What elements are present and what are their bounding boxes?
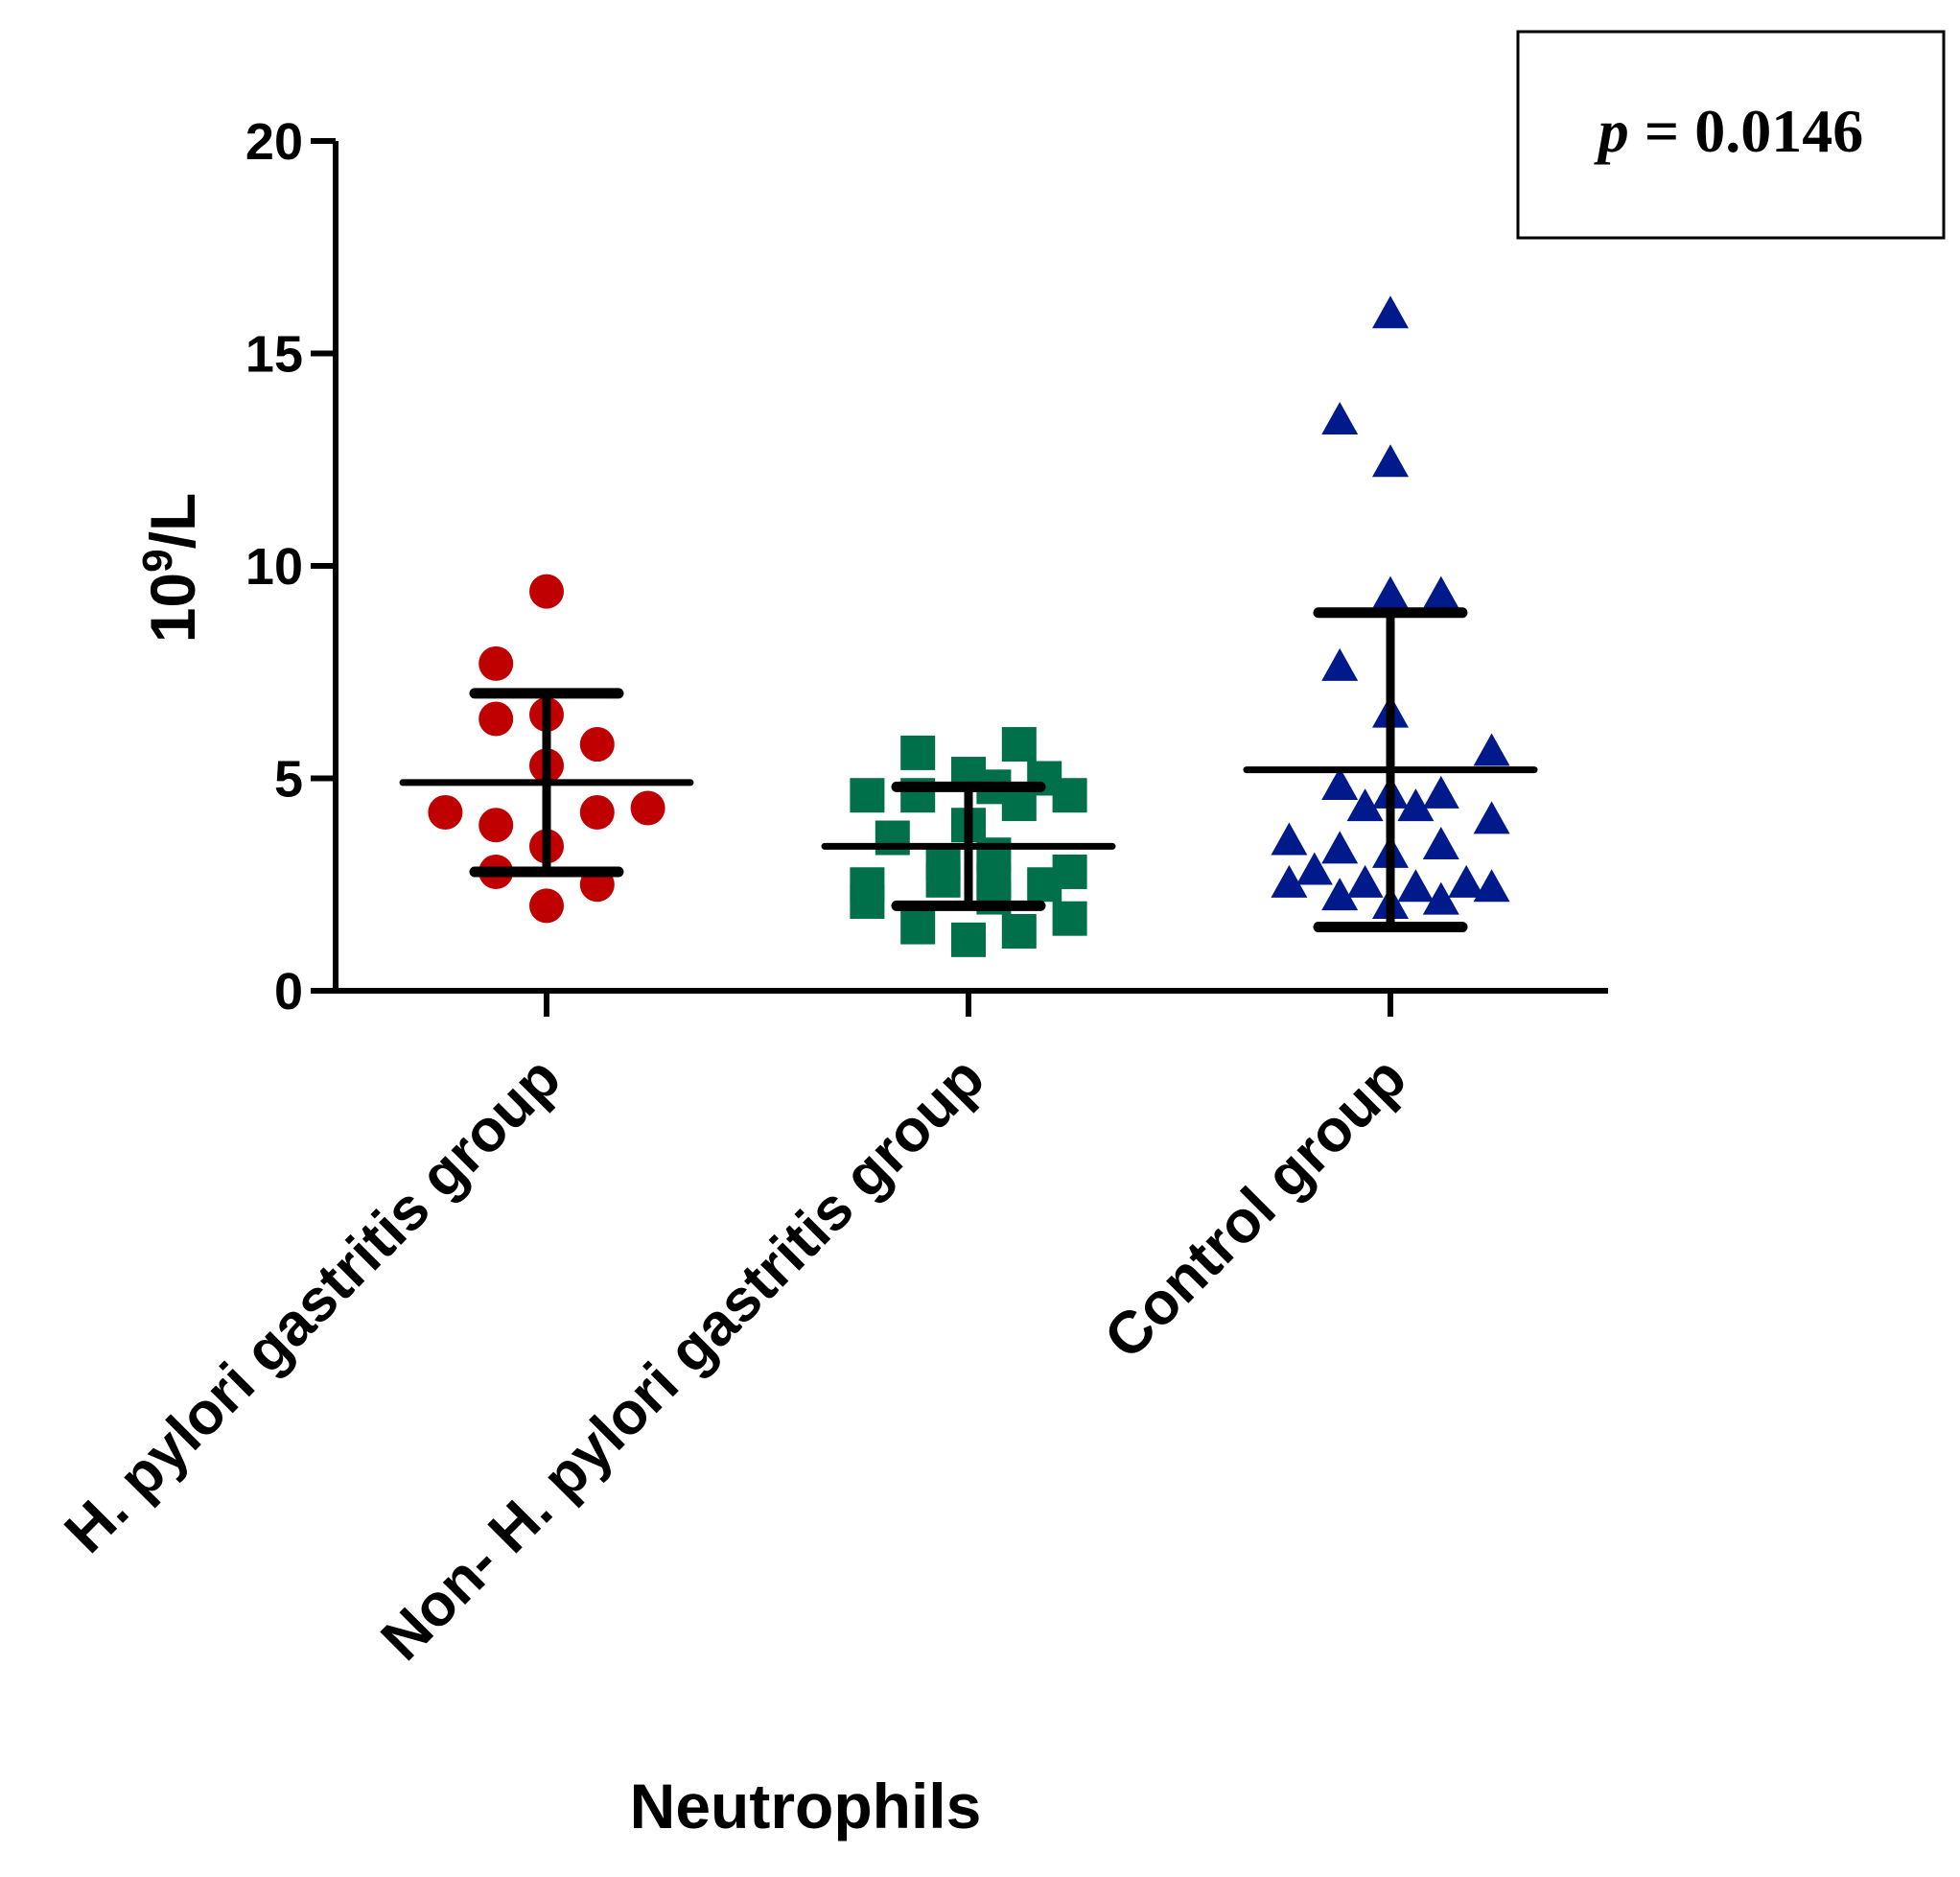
x-axis-ticks <box>544 991 1393 1017</box>
point-circle-0-6 <box>428 794 463 830</box>
y-axis-title-sup: 9 <box>134 549 181 572</box>
p-value: = 0.0146 <box>1629 97 1863 165</box>
point-circle-0-1 <box>478 645 514 681</box>
point-triangle-2-14 <box>1271 822 1308 856</box>
point-triangle-2-7 <box>1473 733 1510 766</box>
point-square-1-1 <box>1001 727 1037 763</box>
point-triangle-2-5 <box>1321 647 1359 681</box>
point-square-1-10 <box>875 820 910 856</box>
point-triangle-2-24 <box>1321 878 1359 911</box>
point-triangle-2-18 <box>1295 852 1333 885</box>
point-triangle-2-1 <box>1321 401 1359 434</box>
point-circle-0-13 <box>529 888 564 924</box>
point-square-1-17 <box>1027 867 1062 903</box>
x-axis-title: Neutrophils <box>630 1771 982 1842</box>
point-triangle-2-25 <box>1422 881 1459 915</box>
point-triangle-2-11 <box>1397 788 1435 822</box>
point-circle-0-9 <box>478 808 514 843</box>
point-square-1-15 <box>925 862 961 898</box>
point-triangle-2-9 <box>1422 775 1459 809</box>
point-square-1-18 <box>850 883 885 919</box>
point-triangle-2-15 <box>1321 831 1359 864</box>
point-triangle-2-2 <box>1372 444 1409 478</box>
y-tick-label-15: 15 <box>245 326 303 384</box>
point-triangle-2-21 <box>1346 864 1384 898</box>
point-triangle-2-19 <box>1448 864 1485 898</box>
point-triangle-2-23 <box>1473 869 1510 903</box>
y-tick-label-0: 0 <box>274 963 303 1021</box>
p-value-box <box>1516 30 1946 240</box>
point-square-1-22 <box>1001 913 1037 949</box>
p-symbol: p <box>1594 97 1629 165</box>
point-triangle-2-12 <box>1346 788 1384 822</box>
p-value-text: p = 0.0146 <box>1594 97 1863 165</box>
point-triangle-2-22 <box>1397 869 1435 903</box>
y-axis-title-base: 10 <box>137 573 208 643</box>
point-triangle-2-20 <box>1271 864 1308 898</box>
point-square-1-20 <box>900 909 936 945</box>
point-circle-0-7 <box>579 794 615 830</box>
point-triangle-2-13 <box>1473 801 1510 834</box>
y-axis-title: 109/L <box>134 493 208 644</box>
y-tick-label-10: 10 <box>245 538 303 596</box>
point-triangle-2-16 <box>1422 826 1459 859</box>
point-square-1-21 <box>1052 901 1087 936</box>
category-label-hpylori: H. pylori gastritis group <box>53 1044 573 1565</box>
y-axis-ticks: 0 5 10 15 20 <box>245 113 336 1021</box>
point-circle-0-8 <box>630 790 665 826</box>
point-square-1-23 <box>951 922 986 957</box>
point-square-1-7 <box>1052 778 1087 813</box>
point-circle-0-4 <box>579 727 615 763</box>
y-tick-label-20: 20 <box>245 113 303 171</box>
point-circle-0-2 <box>478 701 514 737</box>
point-square-1-0 <box>900 735 936 770</box>
category-label-control: Control group <box>1092 1044 1419 1372</box>
p-value-annotation: p = 0.0146 <box>1516 30 1946 240</box>
point-triangle-2-3 <box>1372 575 1409 609</box>
point-triangle-2-8 <box>1321 766 1359 800</box>
point-triangle-2-4 <box>1422 575 1459 609</box>
point-circle-0-0 <box>529 574 564 609</box>
median-iqr-lines <box>399 607 1538 933</box>
y-tick-label-5: 5 <box>274 751 303 809</box>
point-square-1-8 <box>1001 786 1037 822</box>
point-triangle-2-0 <box>1372 295 1409 329</box>
point-square-1-4 <box>850 778 885 813</box>
y-axis-title-rest: /L <box>137 493 208 550</box>
